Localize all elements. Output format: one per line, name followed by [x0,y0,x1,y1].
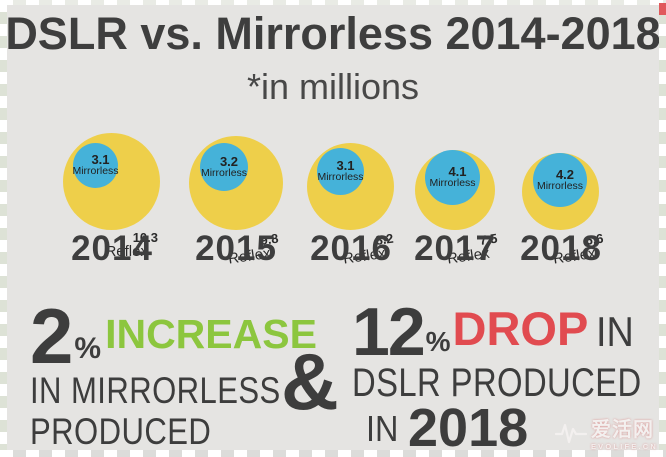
drop-line3-prefix: IN [366,407,399,449]
year-label: 2018 [520,229,602,268]
mirrorless-label: Mirrorless [429,177,476,190]
reflex-circle [63,133,160,230]
mirrorless-label: Mirrorless [200,166,248,179]
increase-line2: IN MIRRORLESS [30,370,281,411]
page-title: DSLR vs. Mirrorless 2014-2018 [5,8,661,59]
bubble-2016: 3.1 Mirrorless 8.2 Reflex 2016 [291,123,411,273]
mirrorless-value: 3.1 [91,152,110,168]
mirrorless-circle: 3.1 Mirrorless [317,148,364,195]
mirrorless-value: 3.2 [219,153,239,169]
year-label: 2016 [310,229,392,268]
increase-percent-sign: % [74,332,102,365]
drop-line2: DSLR PRODUCED [352,361,642,405]
mirrorless-label: Mirrorless [317,171,364,184]
increase-line3: PRODUCED [30,411,212,453]
page-subtitle: *in millions [246,66,420,107]
reflex-text: 10.3 Reflex [105,231,160,261]
ampersand: & [281,337,339,426]
mirrorless-value: 4.1 [448,164,467,180]
bubble-2017: 4.1 Mirrorless 7.5 Reflex 2017 [395,123,515,273]
red-corner-dash [659,3,666,15]
drop-line3-year: 2018 [408,398,529,457]
increase-value: 2 [30,292,73,381]
evolife-watermark: 爱活网 EVOLIFE.CN [554,419,658,451]
bubble-chart: 3.1 Mirrorless 10.3 Reflex 2014 3.2 Mirr… [0,123,666,273]
mirrorless-circle: 4.1 Mirrorless [425,150,480,205]
drop-stat: 12 % DROP IN DSLR PRODUCED IN 2018 [352,293,666,457]
mirrorless-label: Mirrorless [536,179,584,192]
bubble-2018: 4.2 Mirrorless 6.6 Reflex 2018 [501,123,621,273]
mirrorless-circle: 3.2 Mirrorless [200,143,248,191]
mirrorless-value: 3.1 [336,158,355,174]
reflex-value: 10.3 [132,229,158,245]
stitched-edge-right [659,0,666,457]
year-label: 2014 [71,229,153,268]
year-label: 2017 [414,229,496,268]
bubble-2014: 3.1 Mirrorless 10.3 Reflex 2014 [52,123,172,273]
stitched-edge-left [0,0,7,457]
drop-word: DROP [452,302,589,355]
mirrorless-circle: 3.1 Mirrorless [72,143,119,188]
heartbeat-waveform-icon [554,421,588,450]
drop-in-word: IN [596,308,635,355]
mirrorless-label: Mirrorless [72,165,119,178]
watermark-cn-text: 爱活网 [590,419,654,441]
increase-stat: 2 % INCREASE IN MIRRORLESS PRODUCED [30,292,328,453]
increase-word: INCREASE [105,311,317,357]
stitched-edge-bottom [0,450,666,457]
drop-value: 12 [352,293,426,370]
mirrorless-circle: 4.2 Mirrorless [533,153,587,207]
watermark-en-text: EVOLIFE.CN [590,442,658,451]
year-label: 2015 [195,229,277,268]
stitched-edge-top [0,0,666,5]
mirrorless-value: 4.2 [555,166,575,182]
drop-percent-sign: % [425,326,451,357]
bubble-2015: 3.2 Mirrorless 9.8 Reflex 2015 [176,123,296,273]
reflex-label: Reflex [105,242,148,260]
